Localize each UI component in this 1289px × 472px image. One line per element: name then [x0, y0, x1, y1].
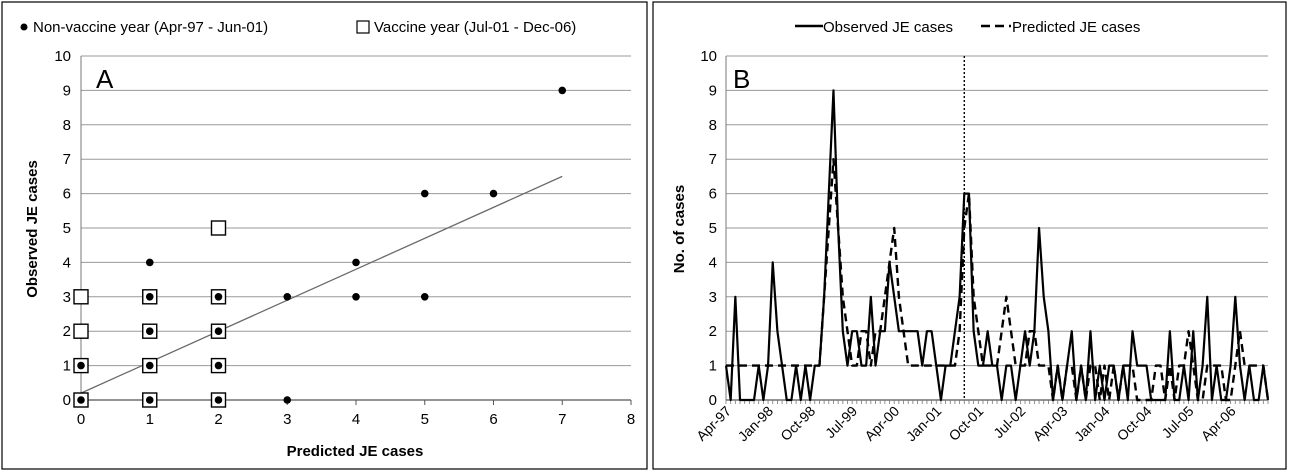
non-vaccine-year-dot — [145, 361, 154, 370]
a-x-tick-label: 6 — [489, 411, 497, 428]
a-y-tick-label: 3 — [63, 289, 71, 306]
a-x-tick-label: 2 — [214, 411, 222, 428]
non-vaccine-year-dot — [420, 293, 429, 301]
legend-filled-circle-icon — [20, 23, 28, 31]
b-y-tick-label: 0 — [709, 392, 717, 409]
non-vaccine-year-dot — [420, 189, 429, 198]
b-y-tick-label: 3 — [709, 289, 717, 306]
a-x-tick-label: 5 — [421, 411, 429, 428]
a-y-tick-label: 1 — [63, 358, 71, 375]
non-vaccine-year-dot — [145, 396, 154, 404]
legend-label-predicted: Predicted JE cases — [1012, 19, 1140, 36]
non-vaccine-year-dot — [352, 258, 360, 267]
non-vaccine-year-dot — [283, 293, 292, 301]
b-y-tick-label: 5 — [709, 220, 717, 237]
panel-a-x-axis-title: Predicted JE cases — [287, 443, 424, 460]
a-x-tick-label: 7 — [558, 411, 566, 428]
vaccine-year-square — [73, 289, 89, 305]
a-trendline — [80, 175, 563, 394]
legend-open-square-icon — [356, 20, 370, 34]
panel-a-y-axis-title: Observed JE cases — [24, 160, 41, 298]
legend-label-vaccine: Vaccine year (Jul-01 - Dec-06) — [374, 19, 576, 36]
panel-a-label: A — [96, 64, 114, 94]
legend-label-non-vaccine: Non-vaccine year (Apr-97 - Jun-01) — [33, 19, 268, 36]
non-vaccine-year-dot — [145, 327, 154, 336]
a-y-tick-label: 2 — [63, 323, 71, 340]
a-y-tick-label: 5 — [63, 220, 71, 237]
panel-b-y-axis-title: No. of cases — [671, 185, 688, 273]
observed-je-cases-line — [724, 89, 1270, 402]
panel-b-gridlines — [726, 55, 1268, 367]
non-vaccine-year-dot — [214, 396, 223, 404]
b-y-tick-label: 6 — [709, 186, 717, 203]
non-vaccine-year-dot — [352, 293, 360, 301]
b-y-tick-label: 10 — [700, 48, 717, 65]
a-x-tick-label: 1 — [146, 411, 154, 428]
a-y-tick-label: 4 — [63, 254, 71, 271]
a-y-tick-label: 10 — [54, 48, 71, 65]
panel-a-frame — [1, 1, 648, 470]
non-vaccine-year-dot — [77, 361, 85, 370]
vaccine-year-square — [210, 220, 227, 236]
panel-b-label: B — [733, 64, 750, 94]
a-x-tick-label: 0 — [77, 411, 85, 428]
panel-b-series — [724, 89, 1270, 402]
non-vaccine-year-dot — [77, 396, 85, 404]
a-x-tick-label: 3 — [283, 411, 291, 428]
b-y-tick-label: 4 — [709, 254, 717, 271]
non-vaccine-year-dot — [214, 361, 223, 370]
a-y-tick-label: 7 — [63, 151, 71, 168]
a-x-tick-label: 4 — [352, 411, 360, 428]
a-y-tick-label: 8 — [63, 117, 71, 134]
a-y-tick-label: 0 — [63, 392, 71, 409]
legend-label-observed: Observed JE cases — [823, 19, 953, 36]
non-vaccine-year-dot — [214, 327, 223, 336]
b-y-tick-label: 9 — [709, 82, 717, 99]
a-x-tick-label: 8 — [627, 411, 635, 428]
b-y-tick-label: 7 — [709, 151, 717, 168]
non-vaccine-year-dot — [214, 293, 223, 301]
vaccine-year-square — [73, 323, 89, 339]
a-y-tick-label: 6 — [63, 186, 71, 203]
panel-a-legend: Non-vaccine year (Apr-97 - Jun-01) Vacci… — [20, 19, 576, 36]
b-y-tick-label: 1 — [709, 358, 717, 375]
panel-a-markers — [73, 86, 567, 408]
b-y-tick-label: 8 — [709, 117, 717, 134]
panel-a-tick-labels: 0 1 2 3 4 5 6 7 8 9 10 0 1 2 3 4 5 6 7 8 — [54, 48, 635, 428]
a-y-tick-label: 9 — [63, 82, 71, 99]
panel-b-legend: Observed JE cases Predicted JE cases — [795, 19, 1140, 36]
b-y-tick-label: 2 — [709, 323, 717, 340]
non-vaccine-year-dot — [283, 396, 292, 404]
non-vaccine-year-dot — [145, 258, 154, 267]
non-vaccine-year-dot — [489, 189, 498, 198]
non-vaccine-year-dot — [145, 293, 154, 301]
non-vaccine-year-dot — [558, 86, 567, 95]
panel-a-trendline — [80, 175, 563, 394]
